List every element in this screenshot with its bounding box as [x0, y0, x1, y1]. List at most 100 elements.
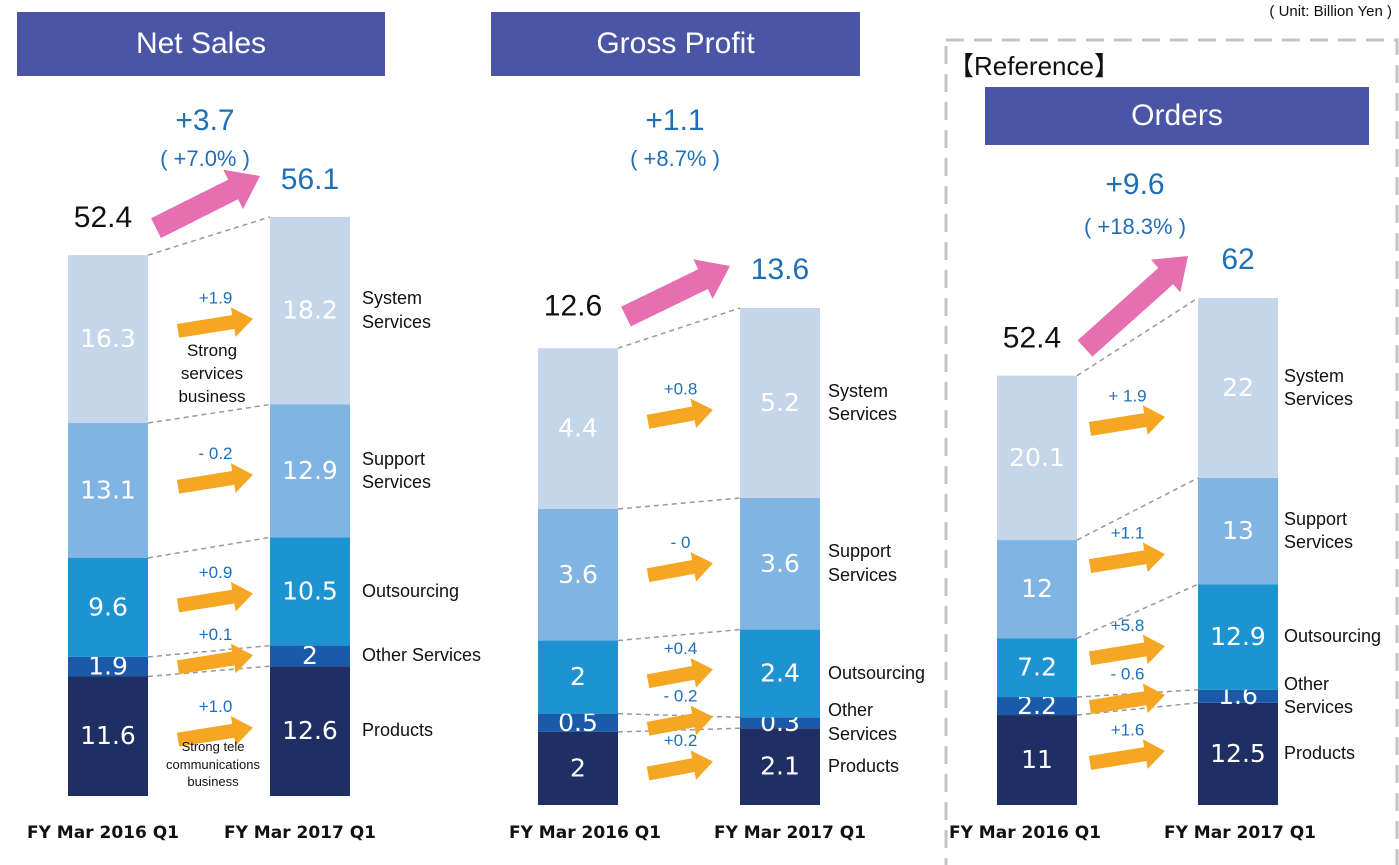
segment-value: 9.6 — [88, 592, 128, 621]
segment-value: 20.1 — [1009, 443, 1065, 472]
connector — [617, 712, 741, 719]
total-value: 52.4 — [1003, 321, 1061, 354]
segment-change: + 1.9 — [1108, 386, 1146, 405]
total-arrow — [151, 169, 260, 238]
bar-segment — [740, 717, 820, 729]
connector — [1076, 583, 1199, 639]
series-name-box: Support Services — [362, 449, 431, 492]
bar-segment — [740, 728, 820, 805]
bar-segment — [538, 731, 618, 805]
bar-segment — [1198, 702, 1278, 805]
total-value: 12.6 — [544, 289, 602, 322]
series-name: System Services — [828, 380, 898, 424]
segment-change: +5.8 — [1111, 616, 1145, 635]
series-name: Support Services — [1284, 508, 1354, 553]
change-arrow — [646, 398, 713, 429]
segment-change: +0.4 — [664, 639, 698, 658]
change-arrow — [1088, 739, 1165, 770]
connector — [147, 644, 271, 658]
total-value: 62 — [1221, 243, 1254, 276]
series-name-box: Other Services — [362, 645, 482, 666]
bar-segment — [68, 656, 148, 677]
connector — [1076, 297, 1199, 377]
chart-title: Net Sales — [136, 27, 266, 60]
annotation: Strong tele communications business — [166, 739, 260, 790]
reference-label: 【Reference】 — [948, 51, 1120, 81]
series-name: Outsourcing — [1284, 626, 1382, 647]
segment-value: 2 — [302, 641, 318, 670]
total-change-pct: ( +18.3% ) — [1084, 214, 1186, 239]
series-name-box: Outsourcing — [362, 580, 460, 601]
change-arrow — [176, 307, 253, 338]
segment-value: 7.2 — [1017, 653, 1057, 682]
x-tick-label: FY Mar 2016 Q1 — [509, 823, 661, 843]
bar-segment — [68, 676, 148, 796]
series-name: Other Services — [1284, 673, 1354, 718]
series-name: Products — [362, 720, 434, 741]
segment-value: 3.6 — [760, 549, 800, 578]
series-name-box: Outsourcing — [828, 663, 925, 683]
total-change-pct: ( +8.7% ) — [630, 146, 720, 171]
bar-segment — [997, 540, 1077, 639]
change-arrow — [176, 463, 253, 494]
bar-segment — [270, 537, 350, 646]
segment-change: +1.0 — [199, 697, 233, 716]
series-name-box: System Services — [362, 288, 431, 331]
x-tick-label: FY Mar 2016 Q1 — [949, 823, 1101, 843]
unit-note: ( Unit: Billion Yen ) — [1269, 3, 1392, 20]
change-arrow — [176, 643, 253, 675]
total-value: 13.6 — [751, 253, 809, 286]
total-value: 56.1 — [281, 163, 339, 196]
segment-value: 11.6 — [80, 721, 136, 750]
series-name: Support Services — [828, 541, 898, 585]
x-tick-label: FY Mar 2017 Q1 — [1164, 823, 1316, 843]
segment-change: +0.2 — [664, 731, 698, 750]
change-arrow — [646, 658, 713, 689]
annotation-box: Strong services business — [178, 341, 246, 406]
series-name: Outsourcing — [362, 580, 460, 601]
bar-segment — [270, 216, 350, 405]
series-name-box: Products — [362, 720, 434, 741]
bar-segment — [68, 255, 148, 424]
change-arrow — [1088, 634, 1165, 666]
series-name: Other Services — [362, 645, 482, 666]
segment-value: 12.5 — [1210, 739, 1266, 768]
change-arrow — [176, 716, 253, 747]
bar-segment — [270, 404, 350, 538]
series-name: Products — [1284, 743, 1356, 764]
series-name: System Services — [1284, 365, 1354, 409]
connector — [147, 536, 271, 559]
total-change-pct: ( +7.0% ) — [160, 146, 250, 171]
bar-segment — [997, 638, 1077, 698]
segment-change: +0.9 — [199, 563, 233, 582]
series-name-box: Other Services — [1284, 673, 1354, 718]
segment-value: 11 — [1021, 745, 1053, 774]
series-name-box: Products — [828, 756, 899, 776]
total-change: +9.6 — [1105, 168, 1164, 201]
segment-change: +1.1 — [1111, 524, 1145, 543]
x-tick-label: FY Mar 2017 Q1 — [224, 823, 376, 843]
connector — [617, 307, 741, 349]
bar-segment — [538, 348, 618, 509]
bar-segment — [68, 423, 148, 558]
connector — [147, 665, 271, 678]
segment-value: 10.5 — [282, 576, 338, 605]
segment-change: +0.8 — [664, 379, 698, 398]
segment-change: - 0.6 — [1110, 665, 1144, 684]
segment-value: 13.1 — [80, 476, 136, 505]
total-arrow — [1077, 256, 1188, 357]
series-name-box: System Services — [1284, 365, 1354, 409]
x-tick-label: FY Mar 2016 Q1 — [27, 823, 179, 843]
connector — [1076, 688, 1199, 698]
segment-change: - 0.2 — [198, 444, 232, 463]
series-name-box: Outsourcing — [1284, 626, 1382, 647]
segment-value: 2 — [570, 662, 586, 691]
title-box — [491, 12, 860, 76]
change-arrow — [646, 705, 713, 736]
connector — [147, 403, 271, 424]
x-tick-label: FY Mar 2017 Q1 — [714, 823, 866, 843]
segment-value: 2 — [570, 753, 586, 782]
annotation: Strong services business — [178, 341, 246, 406]
series-name-box: Support Services — [828, 541, 898, 585]
